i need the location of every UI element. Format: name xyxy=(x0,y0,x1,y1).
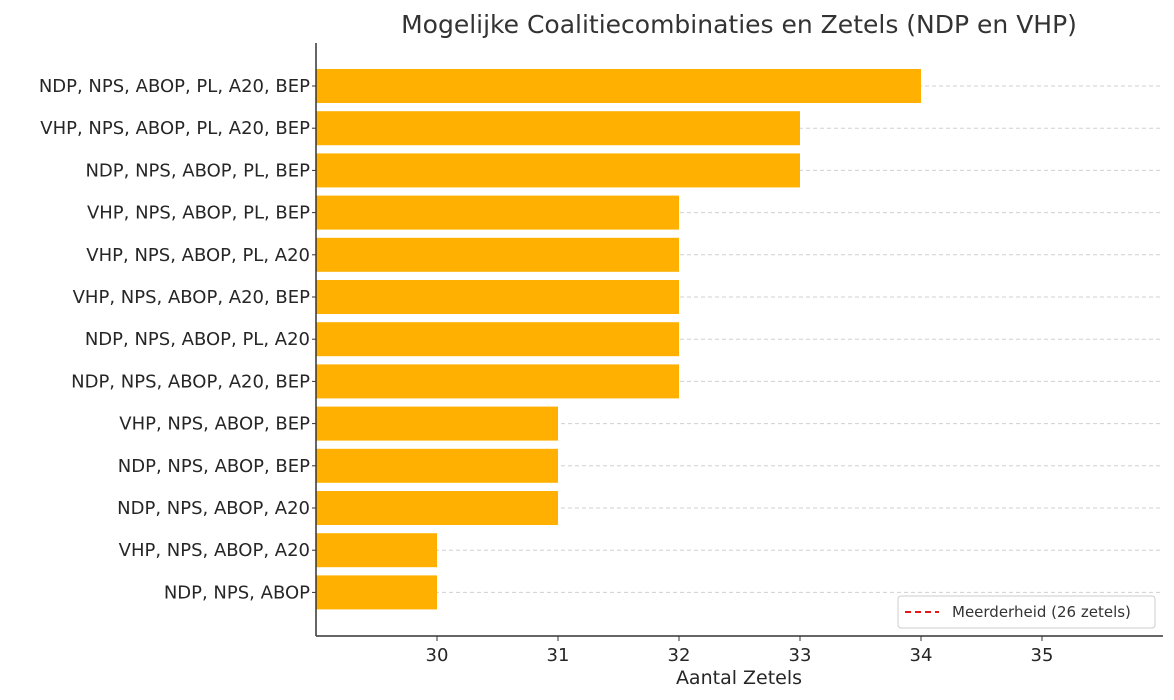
x-tick-labels: 30 31 32 33 34 35 xyxy=(426,636,1054,666)
x-tick-label: 34 xyxy=(910,645,933,666)
bar xyxy=(316,111,800,146)
y-tick-label: NDP, NPS, ABOP, A20, BEP xyxy=(71,371,310,392)
bar xyxy=(316,322,679,357)
bar xyxy=(316,364,679,399)
x-axis-label: Aantal Zetels xyxy=(676,667,802,689)
legend: Meerderheid (26 zetels) xyxy=(897,595,1156,629)
bar xyxy=(316,69,921,103)
y-tick-label: VHP, NPS, ABOP, PL, BEP xyxy=(87,203,310,224)
bar xyxy=(316,237,679,272)
y-tick-label: NDP, NPS, ABOP, BEP xyxy=(118,456,310,477)
y-tick-label: VHP, NPS, ABOP, A20, BEP xyxy=(73,287,311,308)
chart-title: Mogelijke Coalitiecombinaties en Zetels … xyxy=(401,10,1077,39)
bar xyxy=(316,195,679,230)
x-tick-label: 33 xyxy=(789,645,812,666)
bar xyxy=(316,280,679,314)
x-tick-label: 30 xyxy=(426,645,449,666)
bar xyxy=(316,448,558,483)
y-tick-label: NDP, NPS, ABOP, PL, BEP xyxy=(85,160,310,181)
bar xyxy=(316,153,800,188)
y-tick-label: NDP, NPS, ABOP, PL, A20, BEP xyxy=(39,76,310,97)
y-tick-label: NDP, NPS, ABOP, PL, A20 xyxy=(85,329,310,350)
bar xyxy=(316,533,437,568)
legend-box xyxy=(897,595,1156,629)
bars-layer xyxy=(316,69,921,610)
bar xyxy=(316,406,558,441)
y-tick-label: NDP, NPS, ABOP xyxy=(164,582,310,603)
x-tick-label: 32 xyxy=(668,645,691,666)
bar xyxy=(316,491,558,525)
bar xyxy=(316,575,437,610)
x-tick-label: 31 xyxy=(547,645,570,666)
y-tick-label: VHP, NPS, ABOP, PL, A20, BEP xyxy=(40,118,310,139)
y-tick-label: NDP, NPS, ABOP, A20 xyxy=(117,498,310,519)
y-tick-labels: NDP, NPS, ABOP, PL, A20, BEP VHP, NPS, AB… xyxy=(39,76,316,603)
x-tick-label: 35 xyxy=(1031,645,1054,666)
y-tick-label: VHP, NPS, ABOP, A20 xyxy=(119,540,310,561)
y-tick-label: VHP, NPS, ABOP, PL, A20 xyxy=(86,245,310,266)
legend-entry-label: Meerderheid (26 zetels) xyxy=(952,603,1131,621)
y-tick-label: VHP, NPS, ABOP, BEP xyxy=(119,414,310,435)
